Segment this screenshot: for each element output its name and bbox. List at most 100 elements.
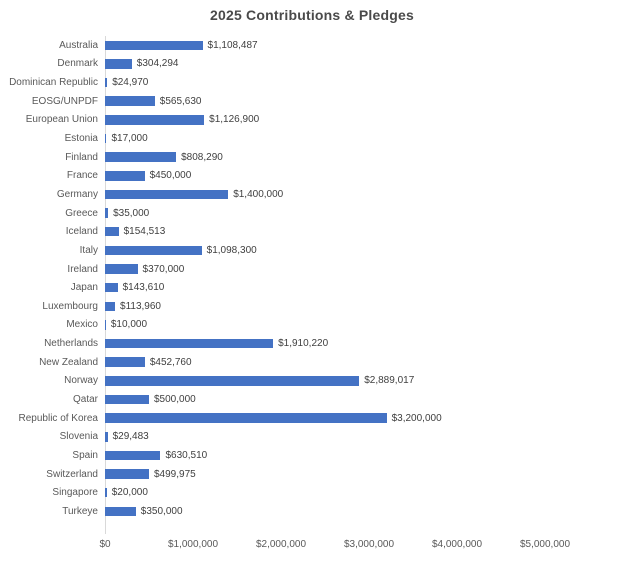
chart-row: New Zealand $452,760 xyxy=(0,353,624,372)
chart-row: Republic of Korea $3,200,000 xyxy=(0,409,624,428)
value-label: $630,510 xyxy=(165,449,208,461)
chart-rows: Australia $1,108,487 Denmark $304,294 Domini… xyxy=(0,36,624,521)
chart-row: Qatar $500,000 xyxy=(0,390,624,409)
category-label: Turkeye xyxy=(62,505,98,517)
x-tick-label: $3,000,000 xyxy=(343,539,395,550)
bar-zone: $1,400,000 xyxy=(105,185,624,204)
bar xyxy=(105,226,119,237)
value-label: $17,000 xyxy=(111,133,148,145)
value-label: $113,960 xyxy=(120,300,161,312)
chart-row: Slovenia $29,483 xyxy=(0,427,624,446)
bar xyxy=(105,357,145,367)
category-label: Spain xyxy=(72,449,98,461)
x-tick-label: $2,000,000 xyxy=(255,539,307,550)
bar-zone: $304,294 xyxy=(105,55,624,74)
bar xyxy=(105,376,360,386)
bar-zone: $1,098,300 xyxy=(105,241,624,260)
value-label: $29,483 xyxy=(112,431,149,443)
chart-row: Switzerland $499,975 xyxy=(0,465,624,484)
chart-row: Japan $143,610 xyxy=(0,278,624,297)
chart-title: 2025 Contributions & Pledges xyxy=(210,7,414,23)
x-tick-label: $0 xyxy=(99,539,111,550)
category-label: Italy xyxy=(79,244,98,256)
bar xyxy=(105,432,108,442)
value-label: $2,889,017 xyxy=(364,375,415,387)
bar xyxy=(105,133,107,144)
category-label: Greece xyxy=(65,207,98,219)
category-label: Netherlands xyxy=(44,338,98,350)
value-label: $24,970 xyxy=(112,77,149,89)
value-label: $500,000 xyxy=(154,393,196,405)
bar xyxy=(105,171,145,181)
bar xyxy=(105,40,203,51)
category-label: Luxembourg xyxy=(42,300,98,312)
chart-row: Norway $2,889,017 xyxy=(0,372,624,391)
value-label: $565,630 xyxy=(159,95,202,107)
bar xyxy=(105,487,107,498)
x-axis: $0 $1,000,000 $2,000,000 $3,000,000 $4,000,0… xyxy=(0,539,624,553)
chart-row: Spain $630,510 xyxy=(0,446,624,465)
category-label: Switzerland xyxy=(46,468,98,480)
bar-zone: $143,610 xyxy=(105,278,624,297)
chart-row: Italy $1,098,300 xyxy=(0,241,624,260)
bar-zone: $500,000 xyxy=(105,390,624,409)
bar xyxy=(105,115,205,125)
chart-row: France $450,000 xyxy=(0,166,624,185)
value-label: $370,000 xyxy=(142,263,185,275)
chart-row: Dominican Republic $24,970 xyxy=(0,73,624,92)
category-label: European Union xyxy=(25,114,98,126)
x-tick-label: $1,000,000 xyxy=(167,539,219,550)
bar xyxy=(105,189,229,200)
bar-zone: $10,000 xyxy=(105,316,624,335)
bar-zone: $1,108,487 xyxy=(105,36,624,55)
category-label: Germany xyxy=(56,188,98,200)
bar xyxy=(105,152,177,162)
x-tick-label: $5,000,000 xyxy=(519,539,571,550)
bar-zone: $450,000 xyxy=(105,166,624,185)
bar xyxy=(105,469,149,479)
category-label: Finland xyxy=(65,151,98,163)
category-label: New Zealand xyxy=(39,356,98,368)
bar-zone: $2,889,017 xyxy=(105,372,624,391)
chart-row: Denmark $304,294 xyxy=(0,55,624,74)
value-label: $499,975 xyxy=(153,468,196,480)
bar-zone: $17,000 xyxy=(105,129,624,148)
bar-zone: $154,513 xyxy=(105,222,624,241)
value-label: $3,200,000 xyxy=(391,412,442,424)
bar xyxy=(105,77,108,88)
value-label: $452,760 xyxy=(149,356,192,368)
value-label: $1,098,300 xyxy=(206,244,257,256)
value-label: $350,000 xyxy=(140,505,183,517)
bar-zone: $350,000 xyxy=(105,502,624,521)
chart-row: EOSG/UNPDF $565,630 xyxy=(0,92,624,111)
chart-row: Singapore $20,000 xyxy=(0,483,624,502)
category-label: Singapore xyxy=(52,487,98,499)
bar xyxy=(105,450,161,461)
bar-zone: $1,910,220 xyxy=(105,334,624,353)
category-label: Republic of Korea xyxy=(18,412,99,424)
value-label: $450,000 xyxy=(149,170,192,182)
chart-row: Greece $35,000 xyxy=(0,204,624,223)
bar xyxy=(105,245,202,256)
bar xyxy=(105,506,136,517)
bar xyxy=(105,394,149,405)
bar xyxy=(105,320,106,330)
category-label: Norway xyxy=(64,375,98,387)
value-label: $304,294 xyxy=(136,58,179,70)
chart-row: Iceland $154,513 xyxy=(0,222,624,241)
chart-row: Estonia $17,000 xyxy=(0,129,624,148)
value-label: $35,000 xyxy=(113,207,150,219)
category-label: Mexico xyxy=(66,319,98,331)
bar-zone: $113,960 xyxy=(105,297,624,316)
chart-row: Netherlands $1,910,220 xyxy=(0,334,624,353)
bar-zone: $370,000 xyxy=(105,260,624,279)
chart-row: Finland $808,290 xyxy=(0,148,624,167)
value-label: $143,610 xyxy=(122,282,165,294)
bar-zone: $452,760 xyxy=(105,353,624,372)
category-label: Slovenia xyxy=(59,431,98,443)
category-label: Dominican Republic xyxy=(9,77,98,89)
chart-row: Luxembourg $113,960 xyxy=(0,297,624,316)
category-label: Denmark xyxy=(57,58,98,70)
category-label: EOSG/UNPDF xyxy=(31,95,98,107)
